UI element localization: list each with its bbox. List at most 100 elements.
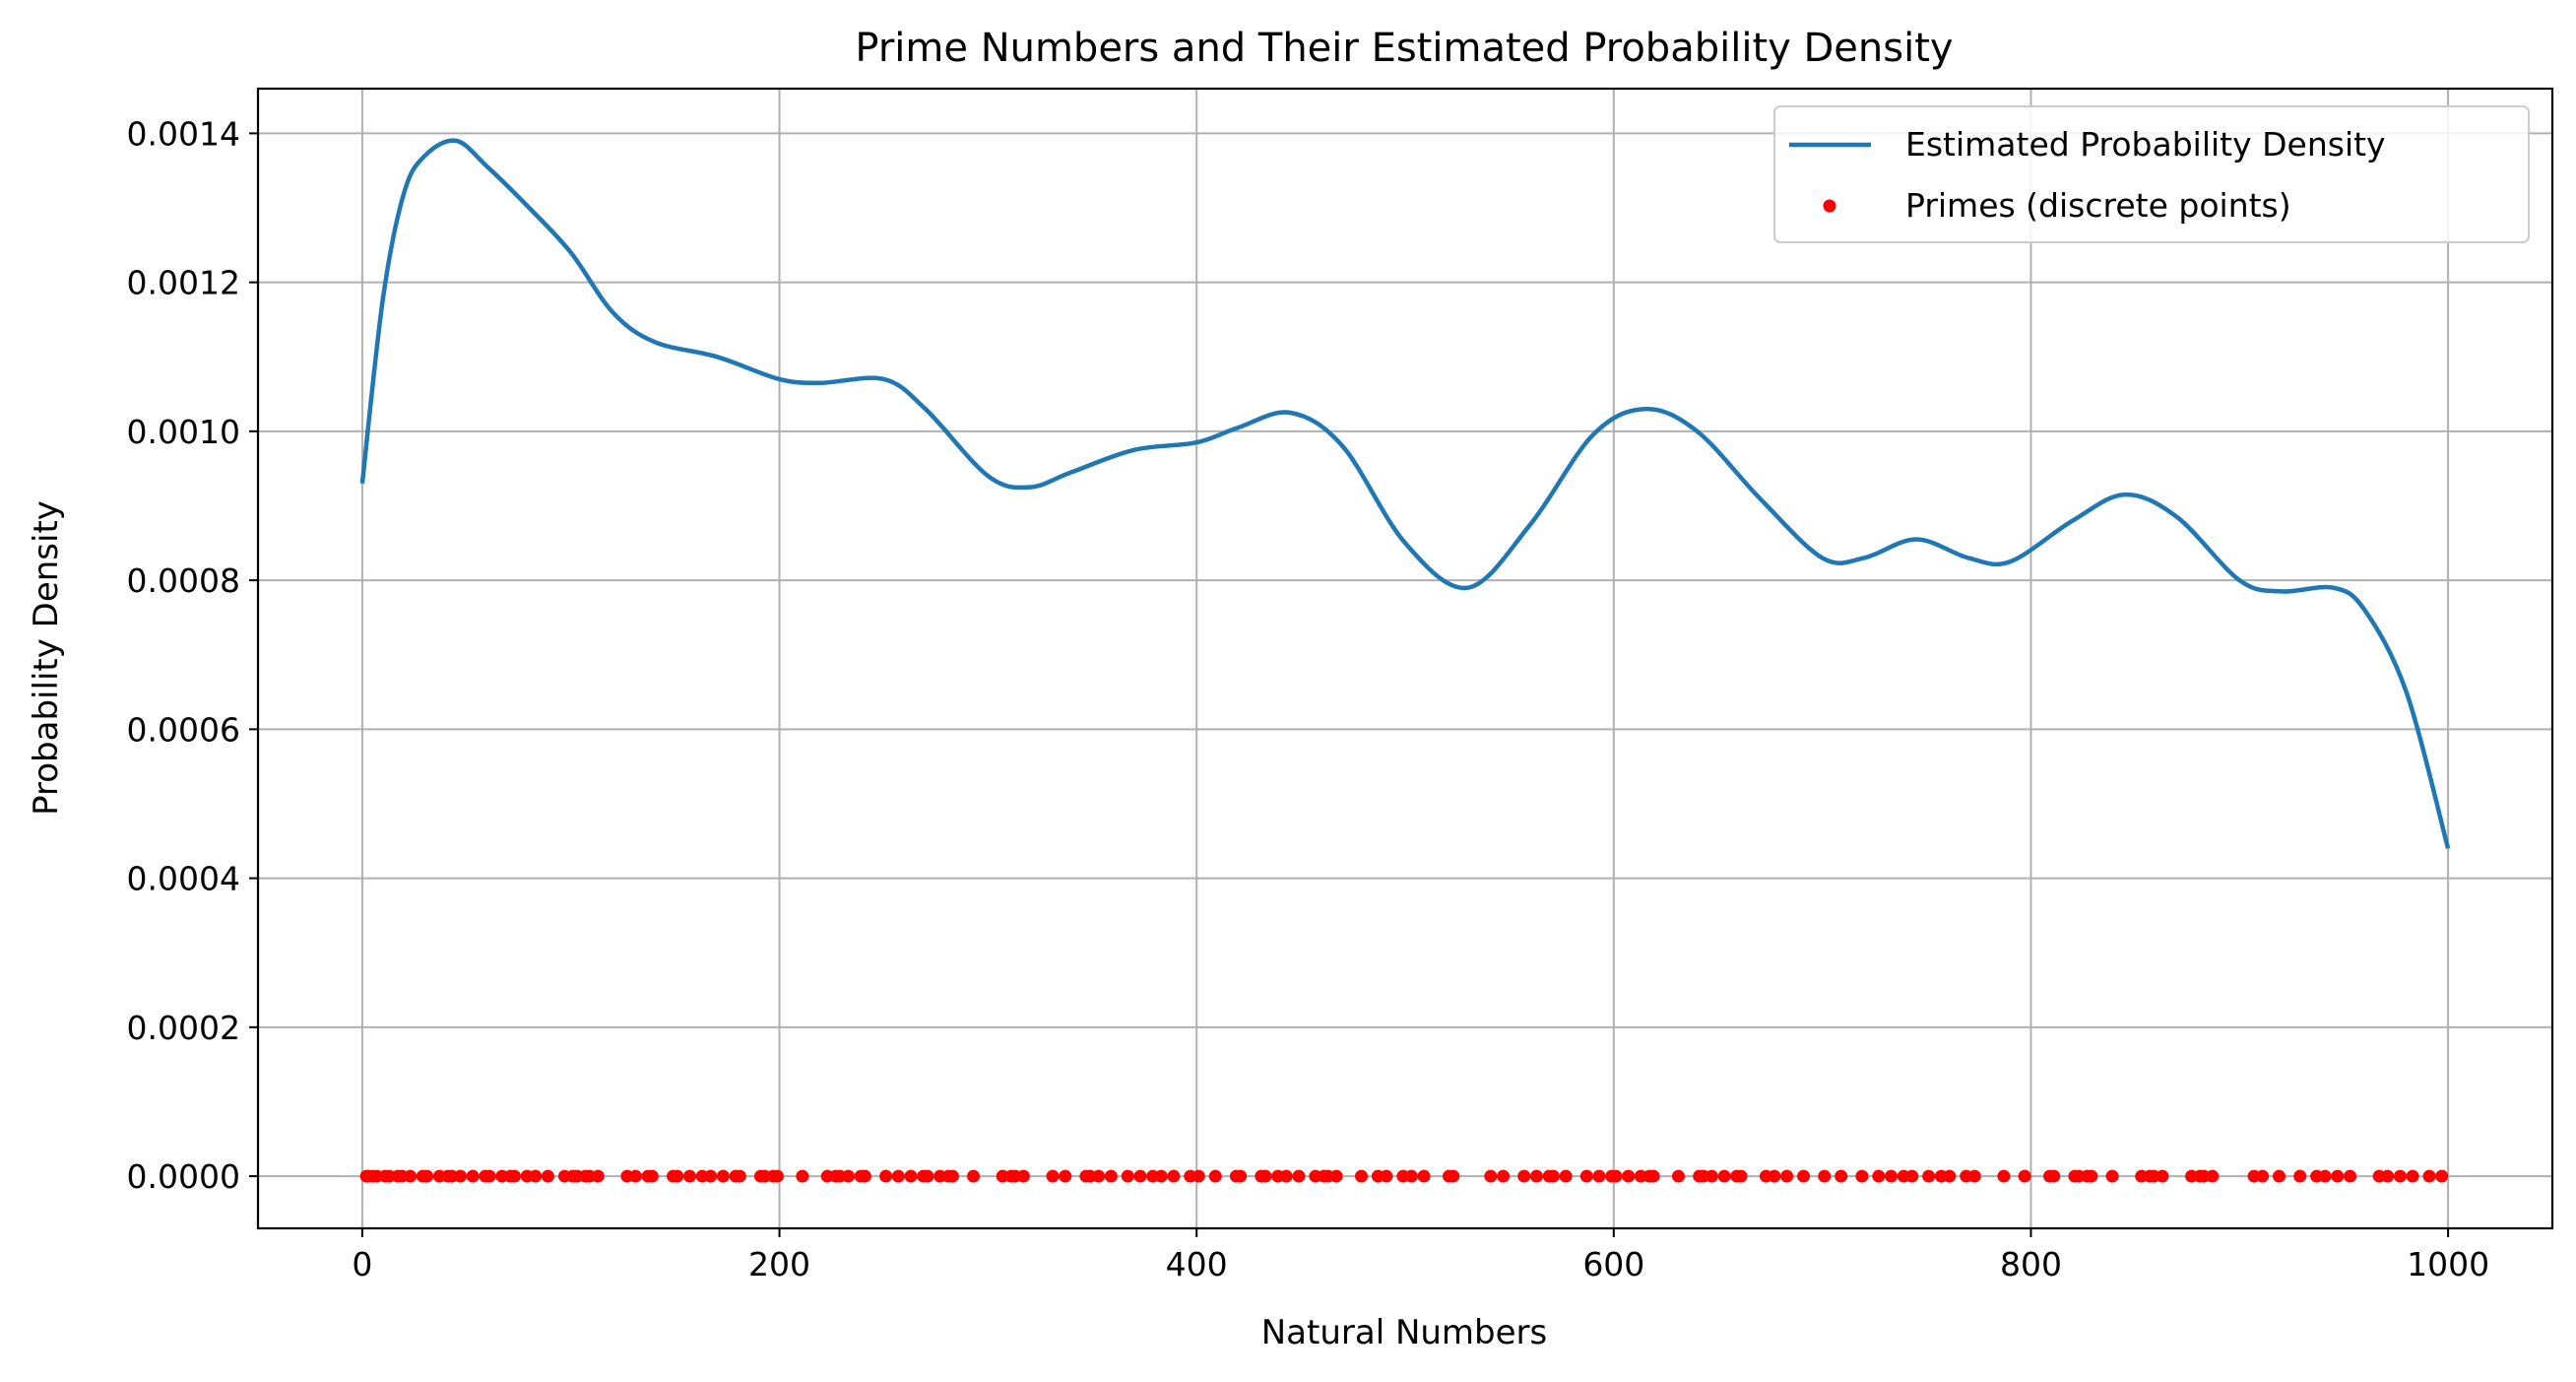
x-axis-ticks: 0 200 400 600 800 1000 bbox=[352, 1228, 2489, 1283]
legend-marker-swatch bbox=[1823, 199, 1836, 213]
prime-point bbox=[1279, 1169, 1293, 1183]
prime-point bbox=[1967, 1169, 1981, 1183]
prime-point bbox=[2318, 1169, 2332, 1183]
axes-frame bbox=[256, 87, 2554, 1230]
prime-point bbox=[628, 1169, 642, 1183]
prime-point bbox=[733, 1169, 746, 1183]
prime-point bbox=[1292, 1169, 1306, 1183]
prime-point bbox=[682, 1169, 696, 1183]
x-tick-label: 0 bbox=[352, 1245, 372, 1283]
prime-point bbox=[2206, 1169, 2220, 1183]
x-tick-label: 400 bbox=[1166, 1245, 1228, 1283]
prime-point bbox=[2156, 1169, 2169, 1183]
prime-point bbox=[1855, 1169, 1869, 1183]
prime-point bbox=[1646, 1169, 1660, 1183]
prime-point bbox=[2435, 1169, 2449, 1183]
prime-point bbox=[1355, 1169, 1369, 1183]
prime-point bbox=[1559, 1169, 1573, 1183]
prime-point bbox=[1329, 1169, 1343, 1183]
prime-point bbox=[2344, 1169, 2357, 1183]
prime-point bbox=[1258, 1169, 1272, 1183]
prime-point bbox=[1529, 1169, 1543, 1183]
prime-point bbox=[2273, 1169, 2286, 1183]
prime-point bbox=[1092, 1169, 1106, 1183]
chart-legend: Estimated Probability Density Primes (di… bbox=[1773, 105, 2530, 243]
prime-point bbox=[1943, 1169, 1957, 1183]
prime-point bbox=[2422, 1169, 2436, 1183]
prime-point bbox=[483, 1169, 496, 1183]
prime-point bbox=[891, 1169, 905, 1183]
prime-point bbox=[1797, 1169, 1811, 1183]
prime-point bbox=[770, 1169, 784, 1183]
prime-point bbox=[1717, 1169, 1731, 1183]
legend-label-primes: Primes (discrete points) bbox=[1905, 186, 2291, 225]
prime-point bbox=[1579, 1169, 1593, 1183]
prime-point bbox=[1818, 1169, 1832, 1183]
prime-point bbox=[1517, 1169, 1531, 1183]
x-axis-label: Natural Numbers bbox=[1261, 1313, 1548, 1352]
prime-point bbox=[1905, 1169, 1919, 1183]
prime-point bbox=[1016, 1169, 1030, 1183]
prime-point bbox=[1546, 1169, 1560, 1183]
prime-point bbox=[1104, 1169, 1118, 1183]
prime-point bbox=[716, 1169, 730, 1183]
y-tick-label: 0.0006 bbox=[127, 710, 240, 749]
prime-point bbox=[1046, 1169, 1060, 1183]
prime-point bbox=[1780, 1169, 1794, 1183]
prime-point bbox=[1872, 1169, 1886, 1183]
prime-point bbox=[591, 1169, 605, 1183]
prime-point bbox=[1734, 1169, 1748, 1183]
prime-point bbox=[2393, 1169, 2407, 1183]
prime-point bbox=[2381, 1169, 2395, 1183]
prime-point bbox=[453, 1169, 467, 1183]
prime-point bbox=[1133, 1169, 1147, 1183]
prime-point bbox=[1380, 1169, 1393, 1183]
plot-area bbox=[359, 138, 2451, 1183]
prime-point bbox=[1447, 1169, 1460, 1183]
prime-point bbox=[2047, 1169, 2061, 1183]
prime-point bbox=[2085, 1169, 2098, 1183]
prime-point bbox=[796, 1169, 809, 1183]
prime-point bbox=[1592, 1169, 1606, 1183]
prime-point bbox=[1404, 1169, 1418, 1183]
prime-point bbox=[967, 1169, 981, 1183]
prime-point bbox=[671, 1169, 684, 1183]
legend-box bbox=[1773, 105, 2530, 243]
prime-point bbox=[404, 1169, 418, 1183]
x-tick-label: 1000 bbox=[2407, 1245, 2489, 1283]
prime-point bbox=[2406, 1169, 2419, 1183]
prime-point bbox=[1208, 1169, 1222, 1183]
prime-point bbox=[1609, 1169, 1623, 1183]
prime-point bbox=[2293, 1169, 2307, 1183]
prime-point bbox=[921, 1169, 934, 1183]
prime-point bbox=[1922, 1169, 1936, 1183]
grid-lines bbox=[258, 89, 2552, 1228]
prime-point bbox=[1885, 1169, 1899, 1183]
prime-point bbox=[1484, 1169, 1498, 1183]
y-tick-label: 0.0004 bbox=[127, 860, 240, 898]
prime-point bbox=[858, 1169, 871, 1183]
prime-point bbox=[2331, 1169, 2345, 1183]
prime-point bbox=[529, 1169, 543, 1183]
y-axis-ticks: 0.0000 0.0002 0.0004 0.0006 0.0008 0.0010 0.00… bbox=[127, 114, 258, 1196]
y-tick-label: 0.0010 bbox=[127, 413, 240, 451]
prime-point bbox=[1121, 1169, 1134, 1183]
prime-point bbox=[1497, 1169, 1511, 1183]
prime-point bbox=[541, 1169, 554, 1183]
y-tick-label: 0.0002 bbox=[127, 1009, 240, 1047]
prime-point bbox=[466, 1169, 480, 1183]
prime-point bbox=[1671, 1169, 1685, 1183]
chart-title: Prime Numbers and Their Estimated Probab… bbox=[855, 26, 1953, 71]
prime-point bbox=[1997, 1169, 2011, 1183]
prime-point bbox=[2105, 1169, 2119, 1183]
prime-point bbox=[1167, 1169, 1181, 1183]
prime-point bbox=[879, 1169, 893, 1183]
x-tick-label: 600 bbox=[1582, 1245, 1644, 1283]
prime-point bbox=[1154, 1169, 1168, 1183]
prime-point bbox=[945, 1169, 959, 1183]
y-tick-label: 0.0008 bbox=[127, 561, 240, 600]
y-axis-label: Probability Density bbox=[27, 500, 66, 816]
prime-point bbox=[1835, 1169, 1848, 1183]
prime-point bbox=[1234, 1169, 1248, 1183]
